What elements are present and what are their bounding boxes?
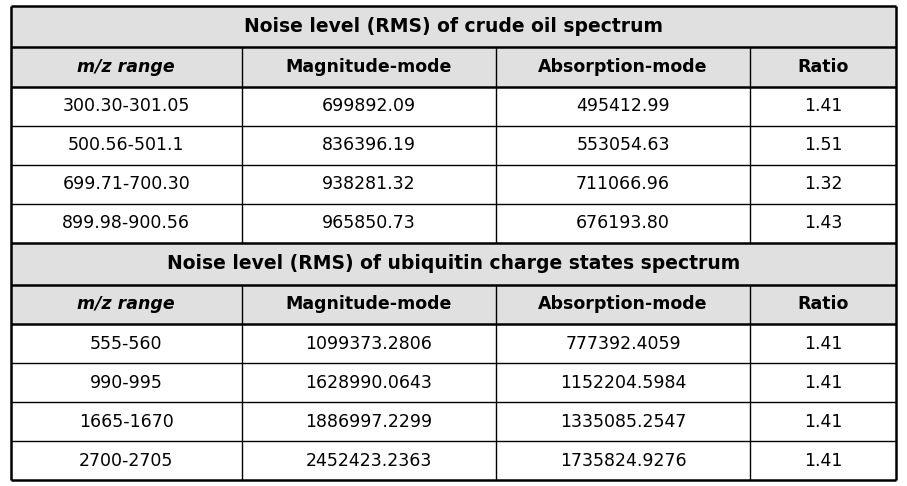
Text: 699.71-700.30: 699.71-700.30 bbox=[63, 175, 190, 193]
Text: Magnitude-mode: Magnitude-mode bbox=[286, 58, 452, 76]
Text: 990-995: 990-995 bbox=[90, 374, 162, 392]
Text: Noise level (RMS) of ubiquitin charge states spectrum: Noise level (RMS) of ubiquitin charge st… bbox=[167, 254, 740, 273]
Text: 777392.4059: 777392.4059 bbox=[565, 334, 681, 352]
Text: 553054.63: 553054.63 bbox=[576, 137, 669, 155]
Text: 1.41: 1.41 bbox=[804, 374, 843, 392]
Text: 899.98-900.56: 899.98-900.56 bbox=[63, 214, 190, 232]
Text: 1152204.5984: 1152204.5984 bbox=[560, 374, 687, 392]
Bar bbox=[11, 47, 896, 87]
Text: Absorption-mode: Absorption-mode bbox=[538, 295, 707, 313]
Text: Noise level (RMS) of crude oil spectrum: Noise level (RMS) of crude oil spectrum bbox=[244, 17, 663, 36]
Text: m/z range: m/z range bbox=[77, 295, 175, 313]
Bar bbox=[11, 243, 896, 284]
Text: 300.30-301.05: 300.30-301.05 bbox=[63, 97, 190, 115]
Text: 495412.99: 495412.99 bbox=[576, 97, 670, 115]
Text: 1665-1670: 1665-1670 bbox=[79, 413, 173, 431]
Text: 1735824.9276: 1735824.9276 bbox=[560, 451, 687, 469]
Text: 1.41: 1.41 bbox=[804, 334, 843, 352]
Text: 1.32: 1.32 bbox=[804, 175, 843, 193]
Text: Absorption-mode: Absorption-mode bbox=[538, 58, 707, 76]
Bar bbox=[11, 284, 896, 324]
Bar bbox=[11, 6, 896, 47]
Text: Magnitude-mode: Magnitude-mode bbox=[286, 295, 452, 313]
Text: 836396.19: 836396.19 bbox=[322, 137, 415, 155]
Text: m/z range: m/z range bbox=[77, 58, 175, 76]
Text: 1.41: 1.41 bbox=[804, 451, 843, 469]
Text: 676193.80: 676193.80 bbox=[576, 214, 670, 232]
Text: 1.41: 1.41 bbox=[804, 97, 843, 115]
Text: Ratio: Ratio bbox=[797, 295, 849, 313]
Text: 711066.96: 711066.96 bbox=[576, 175, 670, 193]
Text: 1099373.2806: 1099373.2806 bbox=[306, 334, 432, 352]
Text: 1.43: 1.43 bbox=[804, 214, 843, 232]
Text: 1335085.2547: 1335085.2547 bbox=[560, 413, 687, 431]
Text: Ratio: Ratio bbox=[797, 58, 849, 76]
Text: 2700-2705: 2700-2705 bbox=[79, 451, 173, 469]
Text: 965850.73: 965850.73 bbox=[322, 214, 415, 232]
Text: 1628990.0643: 1628990.0643 bbox=[306, 374, 432, 392]
Text: 1.41: 1.41 bbox=[804, 413, 843, 431]
Text: 1886997.2299: 1886997.2299 bbox=[305, 413, 433, 431]
Text: 938281.32: 938281.32 bbox=[322, 175, 415, 193]
Text: 2452423.2363: 2452423.2363 bbox=[306, 451, 432, 469]
Text: 500.56-501.1: 500.56-501.1 bbox=[68, 137, 184, 155]
Text: 1.51: 1.51 bbox=[804, 137, 843, 155]
Text: 699892.09: 699892.09 bbox=[322, 97, 415, 115]
Text: 555-560: 555-560 bbox=[90, 334, 162, 352]
